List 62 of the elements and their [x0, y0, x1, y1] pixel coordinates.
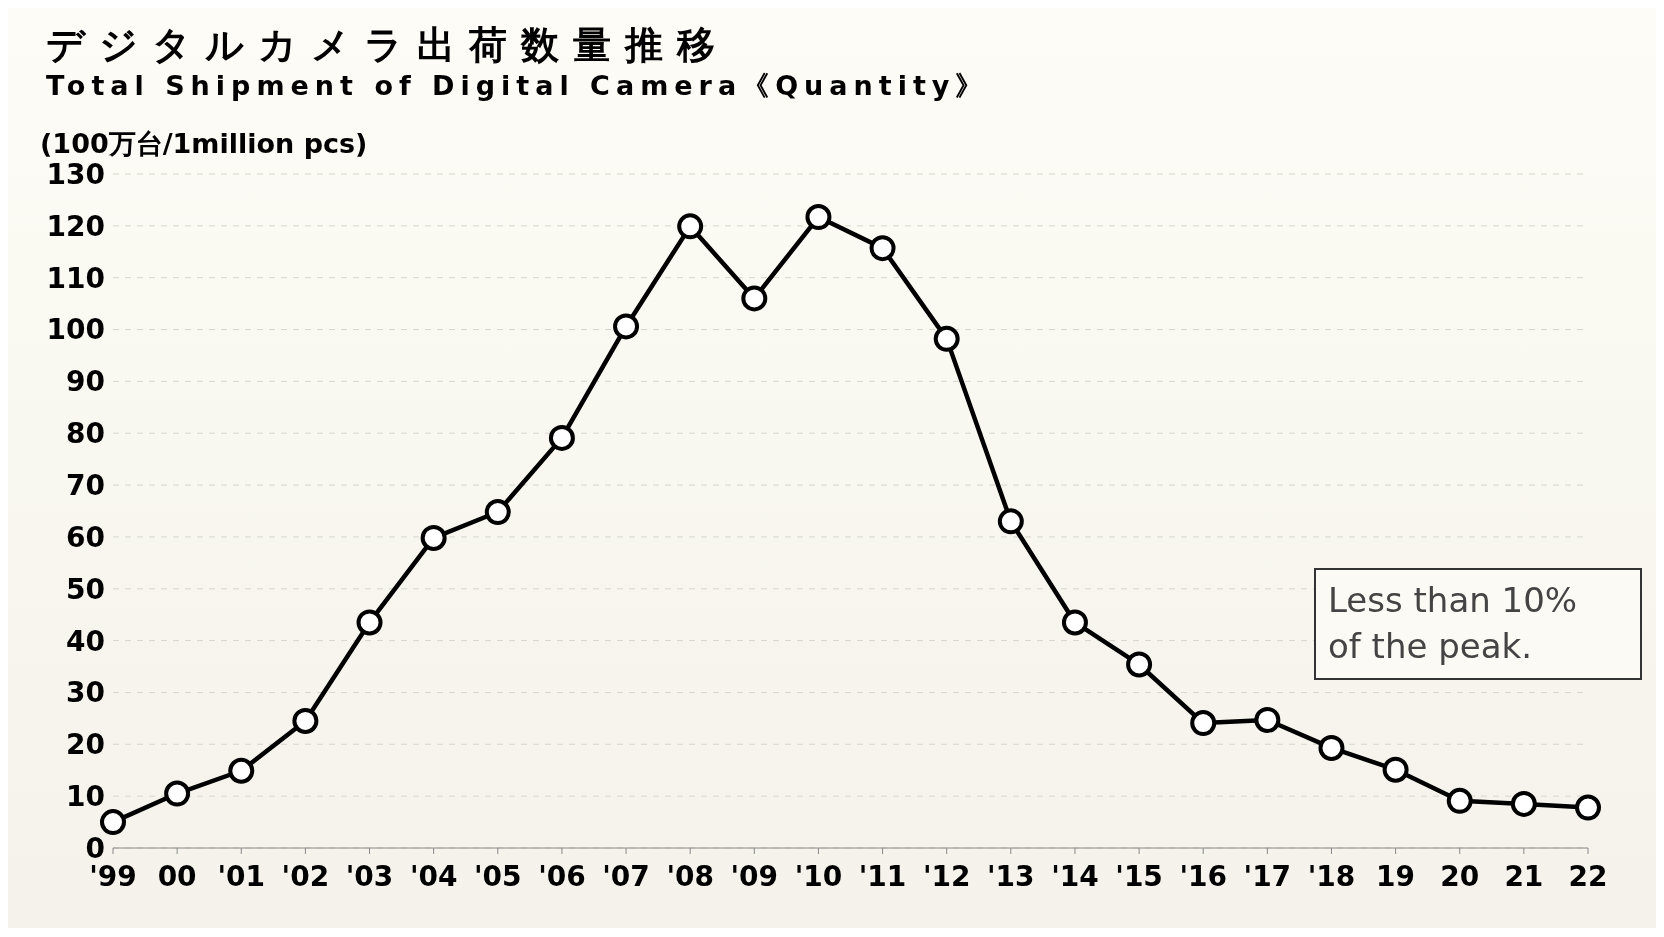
- x-tick-label: '06: [538, 859, 586, 893]
- x-tick-label: '17: [1243, 859, 1292, 893]
- y-tick-label: 60: [66, 520, 105, 554]
- y-tick-label: 110: [46, 261, 105, 295]
- point: [292, 707, 319, 734]
- chart-title: デジタルカメラ出荷数量推移: [46, 22, 729, 69]
- x-tick-label: '14: [1051, 859, 1099, 893]
- x-tick-label: '11: [858, 859, 907, 893]
- point: [1061, 609, 1088, 636]
- x-tick-label: '08: [666, 859, 714, 893]
- point: [1510, 790, 1537, 817]
- x-tick-label: '04: [409, 859, 458, 893]
- point: [1575, 794, 1601, 821]
- point: [356, 609, 383, 636]
- x-tick-label: 20: [1440, 859, 1480, 893]
- point: [1318, 734, 1345, 761]
- point: [805, 204, 832, 231]
- x-tick-label: '12: [922, 859, 971, 893]
- y-tick-label: 70: [66, 469, 105, 503]
- point: [228, 757, 255, 784]
- point: [1126, 651, 1153, 678]
- point: [677, 213, 704, 240]
- point: [420, 524, 447, 551]
- y-tick-label: 40: [66, 624, 105, 658]
- x-tick-label: '09: [730, 859, 779, 893]
- point: [1254, 706, 1281, 733]
- chart-subtitle: Total Shipment of Digital Camera《Quantity》: [46, 69, 989, 103]
- point: [869, 235, 896, 262]
- point: [933, 325, 960, 352]
- y-tick-label: 20: [66, 728, 105, 762]
- y-tick-label: 50: [66, 572, 105, 606]
- x-tick-label: '05: [474, 859, 522, 893]
- annotation: Less than 10% of the peak.: [1314, 568, 1642, 680]
- point: [164, 780, 191, 807]
- x-tick-label: '18: [1307, 859, 1356, 893]
- point: [100, 809, 126, 836]
- y-tick-label: 100: [46, 313, 105, 347]
- x-tick-label: '15: [1115, 859, 1163, 893]
- x-tick-label: '07: [602, 859, 650, 893]
- x-tick-label: 22: [1568, 859, 1608, 893]
- x-tick-label: '02: [281, 859, 330, 893]
- y-tick-label: 120: [46, 209, 105, 243]
- point: [1446, 787, 1473, 814]
- x-tick-label: '13: [987, 859, 1035, 893]
- x-tick-label: '03: [345, 859, 394, 893]
- point: [997, 508, 1024, 535]
- x-tick-label: 21: [1504, 859, 1544, 893]
- y-tick-label: 90: [66, 365, 105, 399]
- x-tick-label: '16: [1179, 859, 1227, 893]
- x-tick-label: '10: [794, 859, 843, 893]
- y-tick-label: 10: [66, 780, 105, 814]
- x-tick-label: 19: [1376, 859, 1416, 893]
- x-tick-label: 00: [157, 859, 197, 893]
- y-tick-label: 80: [66, 417, 105, 451]
- point: [1190, 710, 1217, 737]
- point: [548, 424, 575, 451]
- x-tick-label: '01: [217, 859, 266, 893]
- point: [484, 499, 511, 526]
- point: [741, 285, 768, 312]
- point: [1382, 756, 1409, 783]
- y-tick-label: 30: [66, 676, 105, 710]
- point: [613, 313, 640, 340]
